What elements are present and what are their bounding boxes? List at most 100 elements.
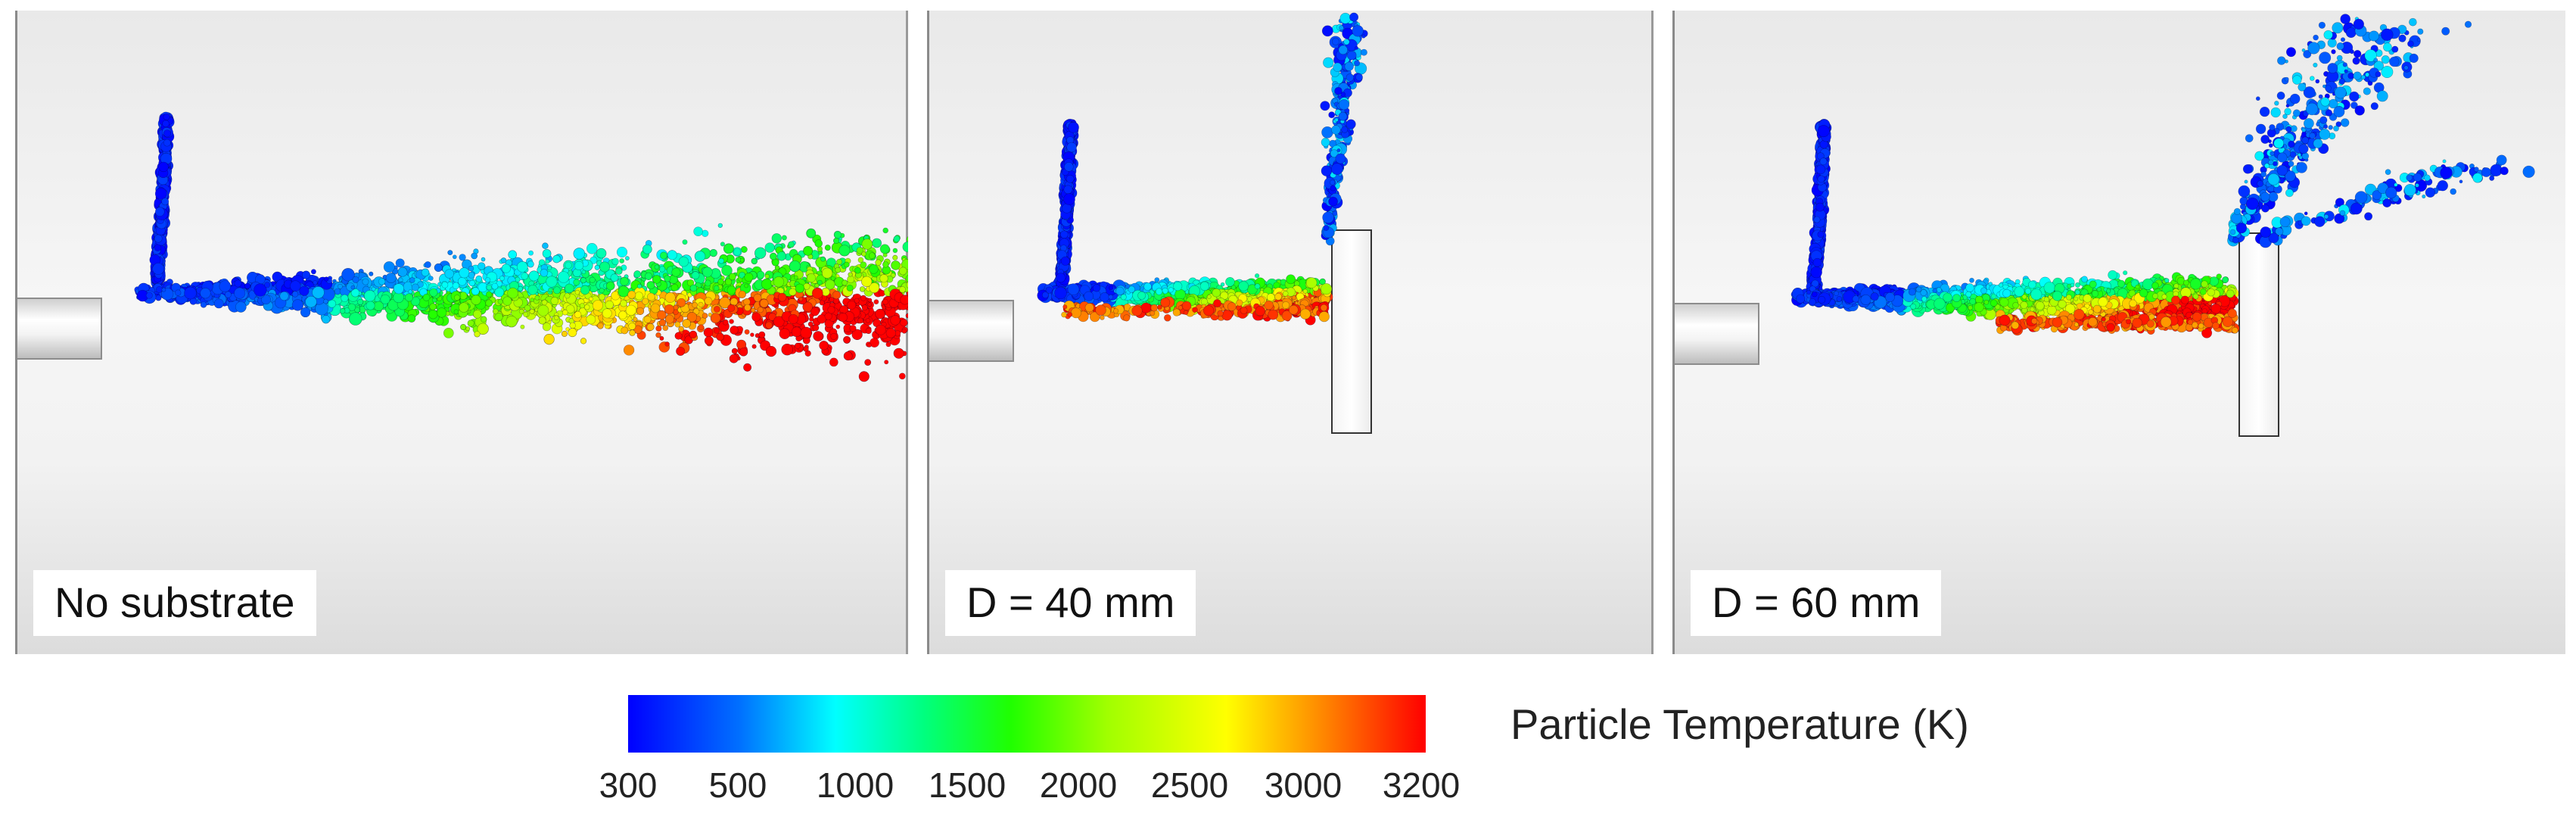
particle bbox=[854, 298, 860, 304]
particle bbox=[467, 319, 474, 327]
particle bbox=[744, 329, 750, 335]
particle bbox=[689, 330, 698, 339]
particle bbox=[731, 348, 738, 354]
particle bbox=[733, 248, 742, 256]
particle bbox=[659, 251, 667, 260]
particle bbox=[875, 308, 885, 319]
particle bbox=[234, 279, 242, 288]
particle bbox=[1066, 142, 1077, 153]
particle bbox=[528, 250, 534, 256]
particle bbox=[819, 341, 829, 351]
particle bbox=[729, 273, 736, 281]
particle bbox=[520, 324, 525, 329]
particle bbox=[599, 261, 611, 273]
particle bbox=[158, 161, 169, 173]
particle bbox=[565, 261, 572, 270]
particle bbox=[291, 299, 304, 311]
particle bbox=[670, 283, 679, 291]
particle bbox=[662, 325, 669, 332]
particle bbox=[803, 245, 813, 256]
particle bbox=[800, 326, 812, 339]
particle bbox=[642, 244, 652, 254]
particle bbox=[362, 278, 369, 285]
particle bbox=[486, 285, 493, 291]
torch-nozzle bbox=[17, 298, 102, 360]
particle bbox=[893, 348, 904, 359]
particle bbox=[393, 283, 404, 295]
particle bbox=[310, 269, 316, 275]
panel-d40: D = 40 mm bbox=[927, 11, 1654, 654]
particle bbox=[843, 351, 853, 361]
particle bbox=[594, 264, 600, 270]
particle bbox=[508, 250, 518, 260]
particle bbox=[777, 292, 787, 302]
particle bbox=[867, 298, 873, 303]
particle bbox=[395, 258, 405, 268]
particle bbox=[751, 257, 758, 265]
particle bbox=[542, 322, 552, 332]
particle bbox=[677, 298, 686, 307]
particle bbox=[710, 313, 721, 324]
particle bbox=[300, 307, 311, 318]
particle bbox=[633, 270, 642, 278]
particle bbox=[807, 321, 814, 327]
particle bbox=[642, 298, 649, 305]
particle bbox=[865, 318, 871, 323]
particle bbox=[718, 257, 724, 264]
particle bbox=[750, 307, 756, 313]
particle bbox=[843, 336, 851, 344]
particle bbox=[704, 297, 713, 305]
particle bbox=[646, 323, 655, 331]
particle bbox=[453, 309, 459, 315]
particle bbox=[717, 223, 723, 228]
particle bbox=[636, 283, 642, 289]
particle bbox=[592, 300, 604, 311]
particle bbox=[619, 258, 625, 263]
particle bbox=[323, 298, 328, 304]
particle bbox=[726, 285, 736, 295]
particle bbox=[629, 329, 636, 336]
particle bbox=[152, 263, 165, 275]
particle bbox=[471, 252, 478, 260]
particle bbox=[847, 300, 857, 310]
particle bbox=[481, 257, 486, 262]
particle bbox=[1066, 174, 1075, 183]
particle bbox=[879, 244, 890, 254]
particle bbox=[861, 276, 873, 288]
particle bbox=[702, 313, 708, 319]
particle bbox=[534, 295, 540, 301]
particle bbox=[846, 284, 854, 291]
particle bbox=[574, 310, 582, 319]
particle bbox=[552, 254, 561, 263]
particle bbox=[543, 334, 555, 345]
particle bbox=[459, 267, 470, 279]
particle bbox=[744, 273, 754, 282]
particle bbox=[369, 271, 374, 276]
particle bbox=[789, 288, 797, 296]
particle bbox=[819, 300, 825, 306]
particle bbox=[431, 297, 437, 303]
particle bbox=[583, 304, 590, 310]
particle bbox=[527, 285, 538, 295]
particle bbox=[499, 276, 505, 282]
particle bbox=[636, 307, 645, 316]
particle bbox=[338, 283, 343, 289]
particle bbox=[865, 327, 872, 334]
particle bbox=[610, 273, 619, 282]
particle bbox=[868, 252, 876, 260]
particle bbox=[795, 283, 805, 293]
particle bbox=[703, 327, 714, 338]
particle bbox=[465, 326, 470, 331]
particle bbox=[580, 277, 587, 284]
particle bbox=[812, 324, 820, 332]
particle bbox=[664, 341, 670, 347]
particle bbox=[781, 344, 793, 356]
particle bbox=[859, 286, 866, 292]
particle bbox=[162, 120, 170, 128]
particle bbox=[644, 272, 653, 281]
particle bbox=[340, 308, 346, 314]
particle bbox=[872, 238, 882, 248]
particle bbox=[200, 288, 211, 299]
particle bbox=[586, 314, 596, 325]
particle bbox=[541, 299, 548, 306]
